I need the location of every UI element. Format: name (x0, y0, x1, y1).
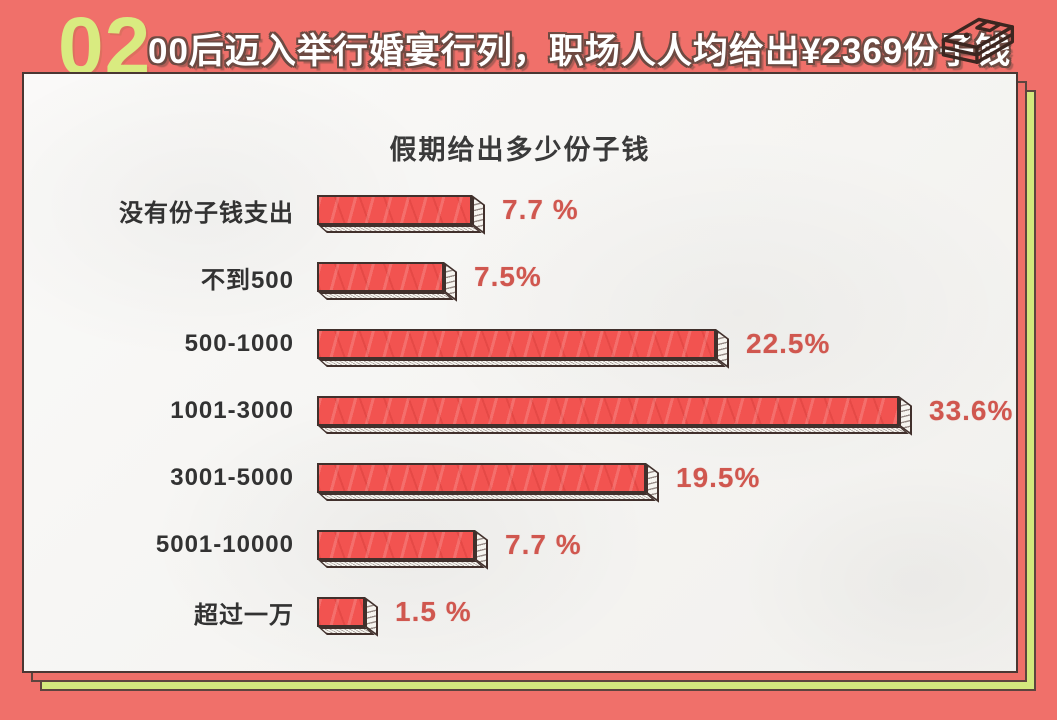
chart-row: 1001-3000 33.6% (24, 391, 1016, 436)
value-label: 7.7 % (502, 194, 579, 225)
bar (317, 530, 488, 570)
category-label: 没有份子钱支出 (119, 199, 294, 227)
bar-bottom-face (318, 359, 726, 367)
chart-card: 假期给出多少份子钱 没有份子钱支出 7.7 % 不到500 7.5% 500-1… (22, 72, 1018, 673)
value-label: 33.6% (929, 395, 1014, 426)
bar-front-face (317, 329, 716, 359)
category-label: 3001-5000 (170, 464, 294, 491)
chart-row: 5001-10000 7.7 % (24, 525, 1016, 570)
value-label: 22.5% (746, 328, 831, 359)
bar (317, 396, 912, 436)
chart-title: 假期给出多少份子钱 (389, 135, 651, 165)
money-stack-icon (941, 17, 1015, 64)
bar-front-face (317, 530, 475, 560)
bar-front-face (317, 195, 472, 225)
value-label: 7.5% (474, 261, 542, 292)
category-label: 500-1000 (184, 330, 294, 357)
category-label: 5001-10000 (155, 531, 294, 558)
value-label: 1.5 % (395, 596, 472, 627)
bar (317, 597, 378, 637)
chart-row: 超过一万 1.5 % (24, 592, 1016, 637)
bar-bottom-face (318, 560, 485, 568)
bar (317, 262, 457, 302)
bar-front-face (317, 262, 444, 292)
bar (317, 195, 485, 235)
chart-row: 没有份子钱支出 7.7 % (24, 190, 1016, 235)
bar-bottom-face (318, 292, 454, 300)
bar (317, 463, 659, 503)
bar-bottom-face (318, 225, 482, 233)
bar (317, 329, 729, 369)
bar-bottom-face (318, 493, 656, 501)
bar-front-face (317, 463, 646, 493)
chart-row: 3001-5000 19.5% (24, 458, 1016, 503)
bar-front-face (317, 597, 365, 627)
bar-front-face (317, 396, 899, 426)
value-label: 7.7 % (505, 529, 582, 560)
category-label: 不到500 (200, 266, 294, 294)
category-label: 1001-3000 (170, 397, 294, 424)
header-title: 00后迈入举行婚宴行列，职场人人均给出¥2369份子钱 (148, 32, 1012, 71)
bar-bottom-face (318, 426, 909, 434)
value-label: 19.5% (676, 462, 761, 493)
chart-row: 不到500 7.5% (24, 257, 1016, 302)
chart-row: 500-1000 22.5% (24, 324, 1016, 369)
category-label: 超过一万 (194, 601, 294, 629)
chart-rows: 没有份子钱支出 7.7 % 不到500 7.5% 500-1000 22.5% … (24, 190, 1016, 659)
